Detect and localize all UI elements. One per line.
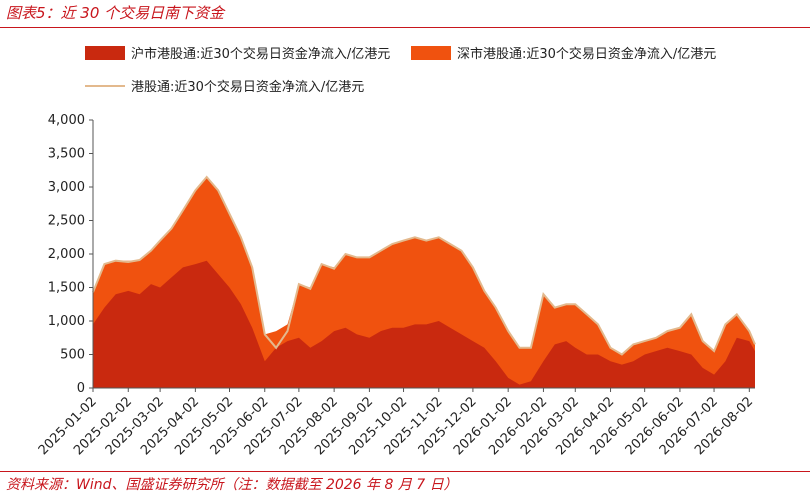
series-area-sh xyxy=(93,260,755,388)
legend-item-sz: 深市港股通:近30个交易日资金净流入/亿港元 xyxy=(411,43,716,62)
legend-item-total: 港股通:近30个交易日资金净流入/亿港元 xyxy=(85,76,364,95)
legend-label-total: 港股通:近30个交易日资金净流入/亿港元 xyxy=(131,80,365,95)
series-area-sz xyxy=(93,177,755,388)
legend-swatch-sz xyxy=(411,45,451,60)
series-line-total xyxy=(92,175,756,356)
source-note: 资料来源：Wind、国盛证券研究所（注：数据截至 2026 年 8 月 7 日） xyxy=(6,477,458,493)
legend-line-total xyxy=(85,84,125,87)
legend-label-sz: 深市港股通:近30个交易日资金净流入/亿港元 xyxy=(457,47,717,62)
figure-title: 图表5：近 30 个交易日南下资金 xyxy=(6,4,225,22)
y-tick-label: 500 xyxy=(60,348,85,363)
legend-label-sh: 沪市港股通:近30个交易日资金净流入/亿港元 xyxy=(131,47,391,62)
title-divider xyxy=(0,27,810,28)
footer-divider xyxy=(0,471,810,472)
y-tick-label: 0 xyxy=(77,381,85,396)
y-tick-label: 2,500 xyxy=(48,214,85,229)
y-tick-label: 1,500 xyxy=(48,281,85,296)
y-tick-label: 4,000 xyxy=(48,113,85,128)
y-tick-label: 2,000 xyxy=(48,247,85,262)
y-tick-label: 3,500 xyxy=(48,147,85,162)
net-inflow-chart: 05001,0001,5002,0002,5003,0003,5004,0002… xyxy=(36,113,756,458)
y-tick-label: 3,000 xyxy=(48,180,85,195)
legend-item-sh: 沪市港股通:近30个交易日资金净流入/亿港元 xyxy=(85,43,390,62)
y-tick-label: 1,000 xyxy=(48,314,85,329)
legend-swatch-sh xyxy=(85,45,125,60)
